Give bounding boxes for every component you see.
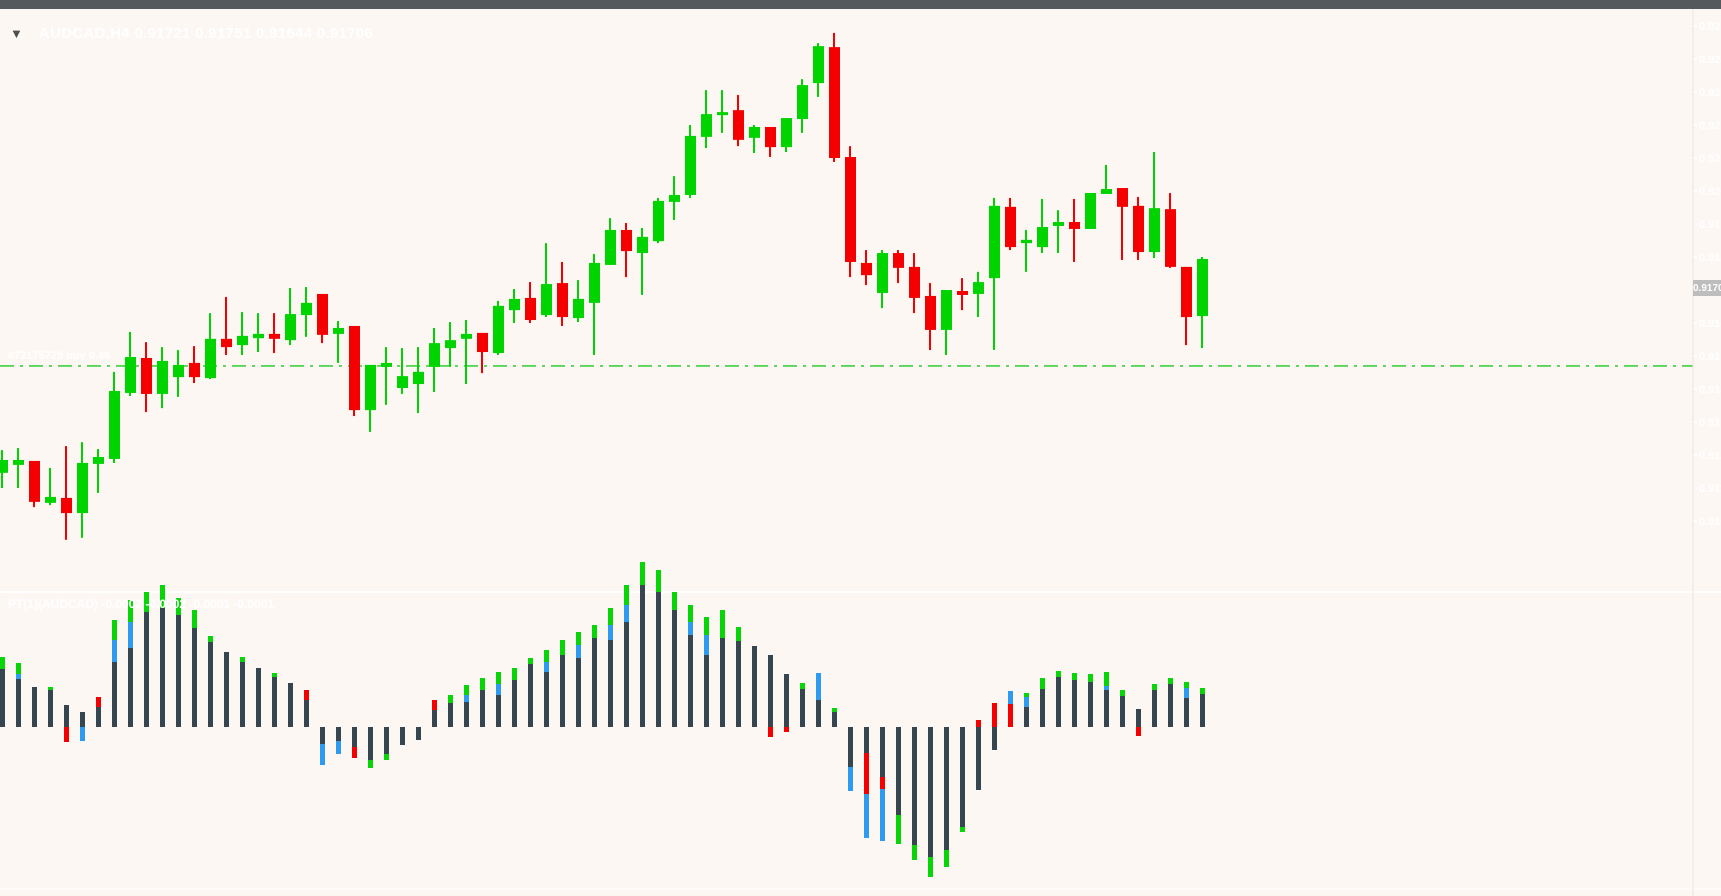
one-click-dropdown-icon[interactable]: ▼ [10,26,23,41]
price-axis[interactable]: 0.925 0.924 0.923 0.922 0.921 0.920 0.919 0.918… [1692,9,1721,896]
price-axis-tick-label: 0.916 [1699,318,1721,330]
price-axis-tick-label: 0.919 [1699,219,1721,231]
symbol-ohlc-label: AUDCAD,H4 0.91721 0.91751 0.91644 0.9170… [38,25,374,42]
price-axis-tick-label: 0.914 [1699,384,1721,396]
order-line-label: #72175725 buy 0.46 [8,350,111,362]
panel-separators [0,591,1721,890]
window-top-bar [0,0,1721,9]
indicator-name-label: PT(1)(AUDCAD) -0.0002 -0.0002 -0.0001 -0… [8,597,275,611]
price-axis-tick-label: 0.925 [1699,21,1721,33]
price-axis-tick-label: 0.913 [1699,417,1721,429]
price-axis-tick-label: 0.924 [1699,54,1721,66]
candlestick-series [0,32,1208,540]
price-axis-tick-label: 0.921 [1699,153,1721,165]
price-axis-tick-label: 0.918 [1699,252,1721,264]
price-axis-tick-label: 0.915 [1699,351,1721,363]
price-axis-tick-label: 0.910 [1699,516,1721,528]
price-axis-tick-label: 0.923 [1699,87,1721,99]
current-price-marker: 0.91706 [1693,280,1721,297]
chart-header: ▼ AUDCAD,H4 0.91721 0.91751 0.91644 0.91… [10,25,373,42]
indicator-histogram [0,562,1205,877]
price-axis-tick-label: 0.912 [1699,450,1721,462]
price-axis-tick-label: 0.920 [1699,186,1721,198]
price-axis-tick-label: 0.911 [1699,483,1721,495]
price-axis-tick-label: 0.922 [1699,120,1721,132]
